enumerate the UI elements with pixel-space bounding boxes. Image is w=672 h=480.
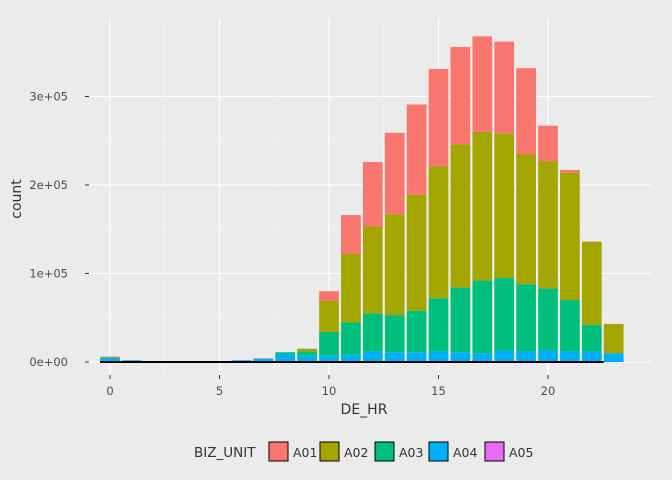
bar-A01-x20 [538,125,558,162]
bar-A04-x20 [538,350,558,362]
bar-A01-x13 [384,132,405,215]
bar-A03-x18 [494,277,515,351]
x-tick-label: 5 [216,384,223,398]
bar-A02-x22 [581,241,602,325]
bar-A01-x10 [319,291,339,301]
bar-A04-x12 [362,351,383,362]
bar-A02-x18 [494,133,515,278]
bar-A02-x10 [319,300,339,332]
bar-A03-x22 [581,324,602,352]
bar-A03-x15 [428,298,449,352]
x-tick-label: 20 [541,384,556,398]
bar-A03-x19 [516,284,536,352]
bar-A01-x21 [560,169,580,173]
bar-A01-x15 [428,69,449,167]
x-axis-ticks: 0 5 10 15 20 [106,375,555,398]
bar-A03-x12 [362,313,383,352]
legend-label-A05: A05 [509,445,533,460]
legend-label-A04: A04 [453,445,478,460]
bar-A04-x10 [319,355,339,362]
bar-A04-x9 [297,355,317,362]
y-tick-label: 1e+05 [29,267,68,281]
bar-A03-x20 [538,288,558,351]
bar-A01-x14 [406,104,427,195]
bar-A02-x21 [560,172,580,301]
bar-A02-x11 [341,254,361,323]
bar-A02-x15 [428,166,449,299]
bar-A01-x11 [341,215,361,255]
legend-key-A02 [319,441,340,462]
bar-A03-x13 [384,315,405,353]
bar-A04-x21 [560,351,580,362]
x-tick-label: 10 [322,384,337,398]
x-tick-label: 0 [106,384,113,398]
bar-A04-x13 [384,352,405,362]
legend-key-A05 [484,441,505,462]
bar-A04-x19 [516,351,536,362]
bar-A03-x16 [450,287,471,353]
y-tick-label: 3e+05 [29,90,68,104]
bar-A03-x10 [319,331,339,356]
y-axis-ticks: 0e+00 1e+05 2e+05 3e+05 [29,90,89,369]
bar-A04-x22 [581,351,602,362]
legend-key-A01 [268,441,289,462]
bar-A01-x19 [516,68,536,155]
legend-key-A03 [374,441,395,462]
bar-A04-x23 [603,353,624,362]
bar-A03-x9 [297,351,317,356]
bar-A02-x12 [362,226,383,314]
x-axis-title: DE_HR [341,402,388,418]
bar-A04-x11 [341,354,361,362]
bar-A02-x17 [472,131,493,281]
bar-A01-x12 [362,161,383,227]
bar-A04-x14 [406,352,427,362]
bar-A04-x15 [428,351,449,362]
legend-title: BIZ_UNIT [194,445,256,461]
bar-A03-x17 [472,280,493,354]
bar-A02-x9 [297,348,317,352]
bar-A02-x23 [603,323,624,354]
bar-A03-x8 [275,352,296,355]
legend-label-A03: A03 [399,445,423,460]
bar-A04-x7 [253,358,274,362]
bar-A01-x17 [472,36,493,132]
y-tick-label: 2e+05 [29,178,68,192]
bar-A02-x0 [100,356,120,358]
bar-A04-x17 [472,353,493,362]
bar-A02-x20 [538,161,558,289]
y-axis-title: count [9,179,25,219]
bar-A02-x19 [516,154,536,285]
bar-A02-x13 [384,214,405,316]
bar-A04-x8 [275,354,296,362]
legend: BIZ_UNIT A01 A02 A03 A04 A05 [194,441,533,462]
x-tick-label: 15 [431,384,446,398]
bar-A02-x14 [406,194,427,311]
bar-A02-x16 [450,144,471,288]
legend-key-A04 [428,441,449,462]
bar-A04-x0 [100,357,120,362]
bar-A04-x16 [450,352,471,362]
bars [100,36,624,363]
bar-A01-x18 [494,41,515,134]
bar-A04-x18 [494,350,515,362]
bar-A03-x21 [560,300,580,352]
legend-label-A02: A02 [344,445,368,460]
bar-A03-x14 [406,310,427,353]
y-tick-label: 0e+00 [29,355,68,369]
bar-A01-x16 [450,46,471,145]
legend-label-A01: A01 [293,445,317,460]
bar-A03-x11 [341,322,361,355]
